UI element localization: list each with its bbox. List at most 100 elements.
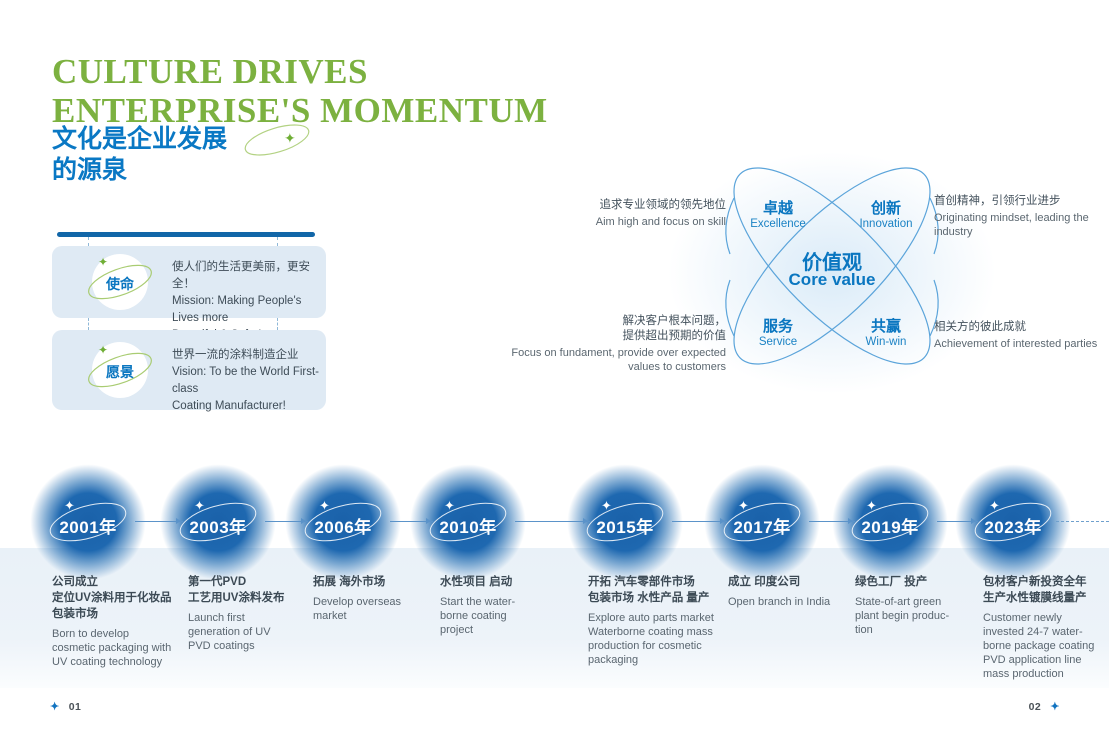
milestone-desc-en: Customer newly invested 24-7 water- born… <box>983 612 1095 680</box>
description-en: Originating mindset, leading the industr… <box>934 212 1089 238</box>
ellipse-orbit-icon <box>88 352 152 388</box>
milestone-title-zh: 公司成立 定位UV涂料用于化妆品 包装市场 <box>52 576 172 620</box>
petal-label-en: Service <box>758 336 798 348</box>
milestone-2017: 成立 印度公司 Open branch in India <box>728 574 848 609</box>
description-zh: 追求专业领域的领先地位 <box>599 199 727 211</box>
petal-label-en: Win-win <box>865 336 907 348</box>
milestone-title-zh: 包材客户新投资全年 生产水性镀膜线量产 <box>983 576 1087 604</box>
milestone-desc-en: Start the water- borne coating project <box>440 596 516 636</box>
sparkle-icon: ✦ <box>194 498 205 513</box>
title-line-1: CULTURE DRIVES <box>52 52 368 91</box>
page-title-english: CULTURE DRIVES ENTERPRISE'S MOMENTUM <box>52 52 548 130</box>
milestone-2001: 公司成立 定位UV涂料用于化妆品 包装市场 Born to develop co… <box>52 574 182 669</box>
arrow-right-icon <box>515 518 590 524</box>
arrow-right-icon <box>937 518 978 524</box>
ellipse-orbit-icon <box>851 502 929 542</box>
page-number-left: ✦ 01 <box>50 701 81 713</box>
description-en: Achievement of interested parties <box>934 338 1098 350</box>
petal-excellence: 卓越 Excellence <box>723 200 833 231</box>
petal-service: 服务 Service <box>723 318 833 349</box>
ellipse-orbit-icon <box>179 502 257 542</box>
service-description: 解决客户根本问题， 提供超出预期的价值 Focus on fundament, … <box>500 314 726 374</box>
timeline-year: 2019年 <box>861 518 919 537</box>
timeline-year: 2023年 <box>984 518 1042 537</box>
vision-text-en: Vision: To be the World First-class Coat… <box>172 366 320 412</box>
ellipse-orbit-icon <box>974 502 1052 542</box>
page-number-right: 02 ✦ <box>1029 701 1060 713</box>
dashed-connector <box>88 318 89 330</box>
core-value-title-zh: 价值观 <box>802 252 862 274</box>
ellipse-decoration <box>244 124 310 156</box>
crossed-ellipses-icon <box>725 167 939 365</box>
timeline-year: 2017年 <box>733 518 791 537</box>
ellipse-orbit-icon <box>429 502 507 542</box>
petal-label-en: Excellence <box>750 218 806 230</box>
ellipse-orbit-icon <box>723 502 801 542</box>
milestone-2015: 开拓 汽车零部件市场 包装市场 水性产品 量产 Explore auto par… <box>588 574 728 667</box>
ellipse-orbit-icon <box>49 502 127 542</box>
sparkle-icon: ✦ <box>50 700 60 713</box>
milestone-desc-en: Open branch in India <box>728 596 831 608</box>
sparkle-icon: ✦ <box>284 130 296 146</box>
sparkle-icon: ✦ <box>64 498 75 513</box>
dashed-connector <box>88 237 89 246</box>
core-value-title-en: Core value <box>788 270 876 289</box>
petal-label-zh: 服务 <box>762 318 793 335</box>
innovation-description: 首创精神，引领行业进步 Originating mindset, leading… <box>934 194 1094 239</box>
timeline-year: 2001年 <box>59 518 117 537</box>
glow-circle <box>28 462 148 582</box>
milestone-2023: 包材客户新投资全年 生产水性镀膜线量产 Customer newly inves… <box>983 574 1108 681</box>
timeline-node-2023: ✦ 2023年 <box>953 462 1073 582</box>
title-line-2: ENTERPRISE'S MOMENTUM <box>52 91 548 130</box>
timeline-node-2001: ✦ 2001年 <box>28 462 148 582</box>
milestone-2019: 绿色工厂 投产 State-of-art green plant begin p… <box>855 574 970 637</box>
arrow-right-icon <box>135 518 183 524</box>
dashed-connector <box>277 318 278 330</box>
core-value-glow <box>622 118 1042 428</box>
description-en: Aim high and focus on skill <box>595 216 726 228</box>
petal-win-win: 共赢 Win-win <box>831 318 941 349</box>
timeline-node-2003: ✦ 2003年 <box>158 462 278 582</box>
timeline-year: 2006年 <box>314 518 372 537</box>
ellipse-orbit-icon <box>304 502 382 542</box>
petal-label-en: Innovation <box>859 218 913 230</box>
sparkle-icon: ✦ <box>866 498 877 513</box>
page-number: 01 <box>68 701 82 713</box>
vision-text-zh: 世界一流的涂料制造企业 <box>172 349 299 361</box>
mission-text-zh: 使人们的生活更美丽，更安全！ <box>172 261 310 290</box>
timeline-year: 2010年 <box>439 518 497 537</box>
milestone-2010: 水性项目 启动 Start the water- borne coating p… <box>440 574 550 637</box>
sparkle-icon: ✦ <box>98 255 109 269</box>
milestone-title-zh: 绿色工厂 投产 <box>855 576 928 588</box>
timeline-year: 2015年 <box>596 518 654 537</box>
arrow-right-icon <box>672 518 727 524</box>
milestone-title-zh: 成立 印度公司 <box>728 576 801 588</box>
page-title-chinese: 文化是企业发展 的源泉 <box>52 124 227 186</box>
milestone-desc-en: State-of-art green plant begin produc- t… <box>855 596 950 636</box>
mission-badge: ✦ 使命 <box>88 254 152 310</box>
sparkle-icon: ✦ <box>98 343 109 357</box>
win-win-description: 相关方的彼此成就 Achievement of interested parti… <box>934 320 1109 351</box>
arrow-right-icon <box>809 518 855 524</box>
petal-label-zh: 共赢 <box>870 318 901 335</box>
petal-innovation: 创新 Innovation <box>831 200 941 231</box>
page-number: 02 <box>1028 701 1042 713</box>
sparkle-icon: ✦ <box>1050 700 1060 713</box>
ellipse-orbit-icon <box>586 502 664 542</box>
description-zh: 解决客户根本问题， 提供超出预期的价值 <box>622 315 727 342</box>
milestone-title-zh: 拓展 海外市场 <box>313 576 386 588</box>
ellipse-orbit-icon <box>88 264 152 300</box>
milestone-title-zh: 第一代PVD 工艺用UV涂料发布 <box>188 576 285 604</box>
milestone-2006: 拓展 海外市场 Develop overseas market <box>313 574 423 623</box>
sparkle-icon: ✦ <box>601 498 612 513</box>
sparkle-icon: ✦ <box>319 498 330 513</box>
excellence-description: 追求专业领域的领先地位 Aim high and focus on skill <box>520 198 726 229</box>
description-zh: 首创精神，引领行业进步 <box>934 195 1061 207</box>
vision-card: ✦ 愿景 世界一流的涂料制造企业 Vision: To be the World… <box>52 330 326 412</box>
subtitle-line-1: 文化是企业发展 <box>52 125 228 153</box>
description-en: Focus on fundament, provide over expecte… <box>511 347 726 373</box>
vision-text: 世界一流的涂料制造企业 Vision: To be the World Firs… <box>172 347 326 415</box>
milestone-2003: 第一代PVD 工艺用UV涂料发布 Launch first generation… <box>188 574 308 653</box>
mission-card: ✦ 使命 使人们的生活更美丽，更安全！ Mission: Making Peop… <box>52 246 326 341</box>
